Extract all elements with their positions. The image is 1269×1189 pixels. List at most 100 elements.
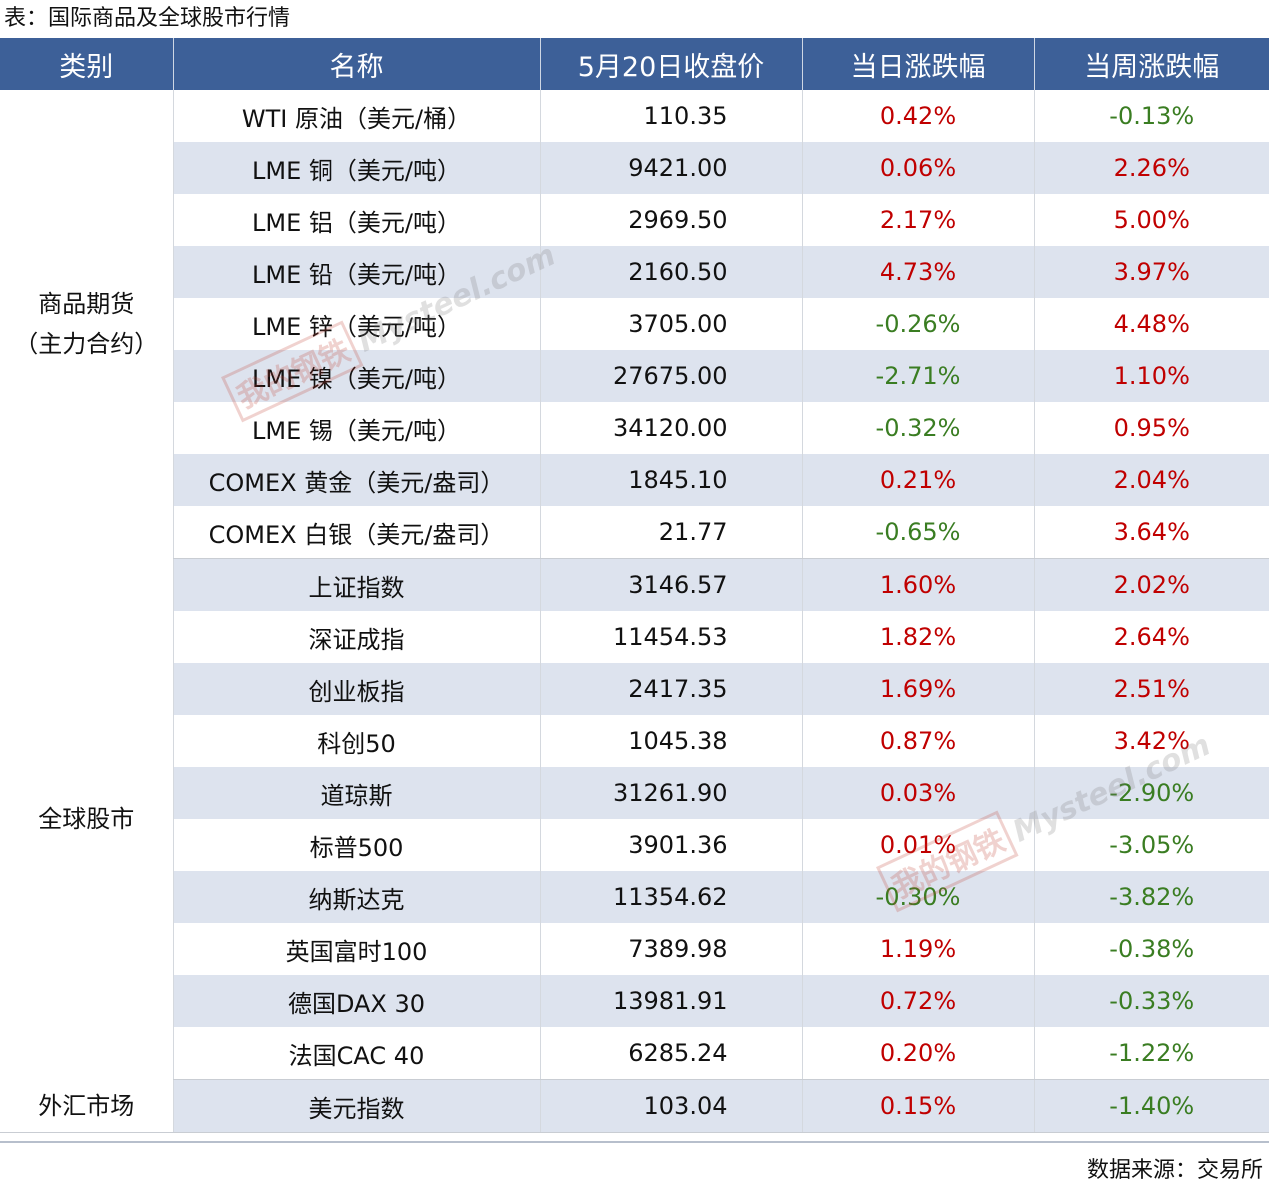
instrument-name: 科创50 — [172, 715, 540, 767]
daily-change: 4.73% — [801, 246, 1034, 298]
table-caption: 表：国际商品及全球股市行情 — [4, 6, 291, 31]
close-price: 3705.00 — [539, 298, 802, 350]
table-row: COMEX 白银（美元/盎司） 21.77 -0.65% 3.64% — [0, 506, 1269, 559]
weekly-change: 3.97% — [1033, 246, 1269, 298]
table-row: 德国DAX 30 13981.91 0.72% -0.33% — [0, 975, 1269, 1027]
instrument-name: 英国富时100 — [172, 923, 540, 975]
weekly-change: -0.38% — [1033, 923, 1269, 975]
table-row: 外汇市场 美元指数 103.04 0.15% -1.40% — [0, 1079, 1269, 1133]
daily-change: -0.30% — [801, 871, 1034, 923]
instrument-name: 美元指数 — [172, 1079, 540, 1133]
market-table: 类别 名称 5月20日收盘价 当日涨跌幅 当周涨跌幅 商品期货 （主力合约） WTI… — [0, 38, 1269, 1133]
daily-change: 0.87% — [801, 715, 1034, 767]
weekly-change: -0.33% — [1033, 975, 1269, 1027]
weekly-change: 4.48% — [1033, 298, 1269, 350]
instrument-name: 道琼斯 — [172, 767, 540, 819]
table-row: LME 镍（美元/吨） 27675.00 -2.71% 1.10% — [0, 350, 1269, 402]
close-price: 3146.57 — [539, 558, 802, 611]
close-price: 11354.62 — [539, 871, 802, 923]
header-price: 5月20日收盘价 — [539, 38, 802, 90]
table-row: 纳斯达克 11354.62 -0.30% -3.82% — [0, 871, 1269, 923]
daily-change: 0.06% — [801, 142, 1034, 194]
header-category: 类别 — [0, 38, 173, 90]
table-row: 商品期货 （主力合约） WTI 原油（美元/桶） 110.35 0.42% -0.13% — [0, 90, 1269, 559]
daily-change: 0.03% — [801, 767, 1034, 819]
table-row: 标普500 3901.36 0.01% -3.05% — [0, 819, 1269, 871]
close-price: 2160.50 — [539, 246, 802, 298]
daily-change: 0.72% — [801, 975, 1034, 1027]
instrument-name: LME 锡（美元/吨） — [172, 402, 540, 454]
instrument-name: LME 锌（美元/吨） — [172, 298, 540, 350]
instrument-name: LME 铜（美元/吨） — [172, 142, 540, 194]
weekly-change: 5.00% — [1033, 194, 1269, 246]
close-price: 110.35 — [539, 90, 802, 142]
table-row: LME 铝（美元/吨） 2969.50 2.17% 5.00% — [0, 194, 1269, 246]
close-price: 31261.90 — [539, 767, 802, 819]
close-price: 3901.36 — [539, 819, 802, 871]
close-price: 2417.35 — [539, 663, 802, 715]
daily-change: -0.26% — [801, 298, 1034, 350]
category-label: 全球股市 — [38, 805, 135, 833]
instrument-name: LME 镍（美元/吨） — [172, 350, 540, 402]
close-price: 7389.98 — [539, 923, 802, 975]
data-source-note: 数据来源：交易所 — [1086, 1158, 1263, 1183]
weekly-change: -3.82% — [1033, 871, 1269, 923]
instrument-name: COMEX 白银（美元/盎司） — [172, 506, 540, 559]
weekly-change: 2.04% — [1033, 454, 1269, 506]
daily-change: 2.17% — [801, 194, 1034, 246]
bottom-rule — [0, 1141, 1269, 1143]
instrument-name: 纳斯达克 — [172, 871, 540, 923]
header-name: 名称 — [172, 38, 540, 90]
instrument-name: 标普500 — [172, 819, 540, 871]
table-row: 科创50 1045.38 0.87% 3.42% — [0, 715, 1269, 767]
close-price: 1045.38 — [539, 715, 802, 767]
daily-change: -0.65% — [801, 506, 1034, 559]
weekly-change: 2.64% — [1033, 611, 1269, 663]
table-row: LME 铜（美元/吨） 9421.00 0.06% 2.26% — [0, 142, 1269, 194]
category-cell: 商品期货 （主力合约） — [0, 90, 173, 559]
weekly-change: -2.90% — [1033, 767, 1269, 819]
table-row: LME 铅（美元/吨） 2160.50 4.73% 3.97% — [0, 246, 1269, 298]
daily-change: 0.42% — [801, 90, 1034, 142]
weekly-change: -0.13% — [1033, 90, 1269, 142]
instrument-name: 上证指数 — [172, 558, 540, 611]
table-row: 法国CAC 40 6285.24 0.20% -1.22% — [0, 1027, 1269, 1080]
weekly-change: 2.26% — [1033, 142, 1269, 194]
close-price: 1845.10 — [539, 454, 802, 506]
close-price: 21.77 — [539, 506, 802, 559]
close-price: 6285.24 — [539, 1027, 802, 1080]
table-row: LME 锌（美元/吨） 3705.00 -0.26% 4.48% — [0, 298, 1269, 350]
daily-change: 1.69% — [801, 663, 1034, 715]
daily-change: -2.71% — [801, 350, 1034, 402]
weekly-change: 3.42% — [1033, 715, 1269, 767]
instrument-name: 德国DAX 30 — [172, 975, 540, 1027]
weekly-change: 2.02% — [1033, 558, 1269, 611]
close-price: 11454.53 — [539, 611, 802, 663]
category-label: 商品期货 — [38, 290, 135, 319]
daily-change: 0.20% — [801, 1027, 1034, 1080]
table-row: 英国富时100 7389.98 1.19% -0.38% — [0, 923, 1269, 975]
daily-change: 0.21% — [801, 454, 1034, 506]
close-price: 34120.00 — [539, 402, 802, 454]
table-row: LME 锡（美元/吨） 34120.00 -0.32% 0.95% — [0, 402, 1269, 454]
category-cell: 全球股市 — [0, 558, 173, 1080]
table-body: 商品期货 （主力合约） WTI 原油（美元/桶） 110.35 0.42% -0.13% L… — [0, 90, 1269, 1133]
weekly-change: 2.51% — [1033, 663, 1269, 715]
weekly-change: -1.40% — [1033, 1079, 1269, 1133]
table-row: 全球股市 上证指数 3146.57 1.60% 2.02% — [0, 558, 1269, 1080]
close-price: 9421.00 — [539, 142, 802, 194]
header-row: 类别 名称 5月20日收盘价 当日涨跌幅 当周涨跌幅 — [0, 38, 1269, 90]
daily-change: 1.60% — [801, 558, 1034, 611]
header-daily-change: 当日涨跌幅 — [801, 38, 1034, 90]
header-weekly-change: 当周涨跌幅 — [1033, 38, 1269, 90]
instrument-name: 法国CAC 40 — [172, 1027, 540, 1080]
category-label: 外汇市场 — [38, 1091, 135, 1120]
table-row: 道琼斯 31261.90 0.03% -2.90% — [0, 767, 1269, 819]
instrument-name: COMEX 黄金（美元/盎司） — [172, 454, 540, 506]
close-price: 103.04 — [539, 1079, 802, 1133]
daily-change: 0.01% — [801, 819, 1034, 871]
category-sublabel: （主力合约） — [14, 330, 159, 359]
instrument-name: 深证成指 — [172, 611, 540, 663]
table-row: COMEX 黄金（美元/盎司） 1845.10 0.21% 2.04% — [0, 454, 1269, 506]
table-row: 创业板指 2417.35 1.69% 2.51% — [0, 663, 1269, 715]
